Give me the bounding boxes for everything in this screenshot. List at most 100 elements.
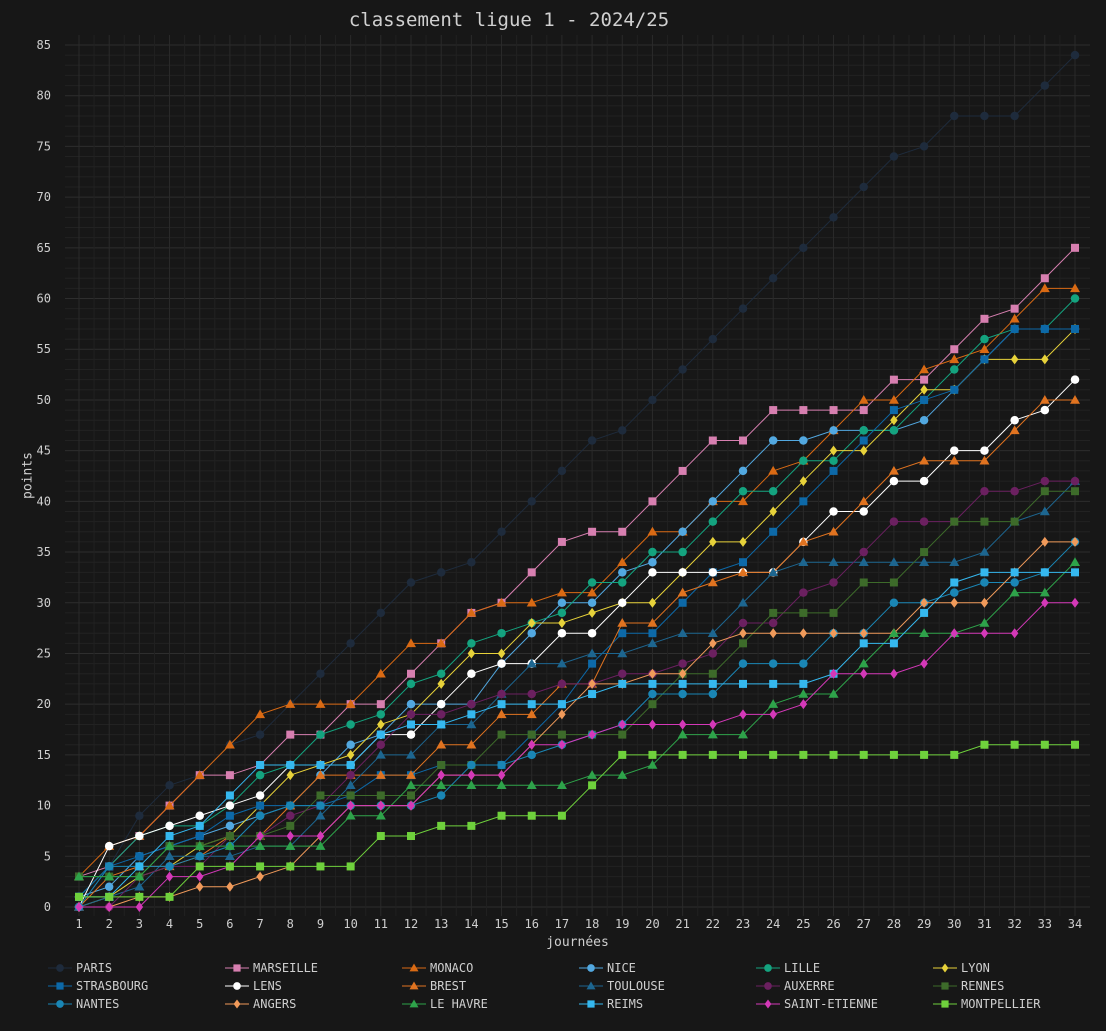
legend-label: LENS: [253, 979, 282, 993]
data-point-lyon: [799, 476, 808, 487]
data-point-monaco: [1070, 283, 1080, 293]
data-point-auxerre: [618, 669, 627, 679]
data-point-lille: [859, 426, 868, 435]
y-tick-label: 15: [37, 748, 51, 762]
data-point-nice: [829, 426, 838, 435]
data-point-montpellier: [889, 750, 898, 759]
data-point-lens: [829, 507, 838, 516]
data-point-angers: [588, 678, 596, 689]
data-point-le-havre: [134, 871, 145, 881]
legend-label: AUXERRE: [784, 979, 835, 993]
data-point-nice: [768, 436, 778, 445]
data-point-paris: [859, 182, 868, 192]
data-point-montpellier: [437, 821, 446, 830]
data-point-rennes: [980, 517, 989, 526]
data-point-lyon: [890, 415, 898, 426]
x-tick-label: 23: [736, 917, 750, 931]
data-point-nantes: [648, 689, 657, 699]
data-point-auxerre: [889, 517, 899, 526]
data-point-rennes: [376, 791, 385, 800]
series-line-rennes: [79, 490, 1075, 878]
data-point-le-havre: [345, 810, 356, 820]
data-point-nice: [225, 821, 235, 831]
legend-label: STRASBOURG: [76, 979, 149, 993]
data-point-auxerre: [768, 618, 778, 628]
data-point-reims: [286, 761, 295, 770]
data-point-nice: [406, 699, 416, 709]
data-point-lens: [859, 507, 868, 516]
data-point-lyon: [588, 607, 596, 618]
data-point-reims: [739, 679, 747, 688]
data-point-monaco: [979, 344, 990, 353]
data-point-lyon: [527, 618, 536, 629]
data-point-rennes: [407, 791, 415, 800]
series-line-marseille: [78, 247, 1076, 878]
data-point-montpellier: [588, 781, 597, 790]
data-point-brest: [738, 567, 748, 577]
data-point-lyon: [829, 445, 838, 456]
data-point-strasbourg: [799, 497, 808, 506]
data-point-paris: [980, 111, 989, 121]
data-point-paris: [889, 152, 899, 161]
data-point-marseille: [286, 730, 295, 739]
data-point-marseille: [527, 568, 536, 577]
data-point-le-havre: [496, 780, 507, 790]
data-point-reims: [165, 832, 174, 841]
data-point-montpellier: [859, 750, 868, 759]
x-tick-label: 3: [136, 917, 143, 931]
data-point-lille: [557, 608, 567, 618]
data-point-reims: [769, 679, 778, 688]
data-point-montpellier: [769, 750, 778, 759]
x-tick-label: 20: [645, 917, 659, 931]
data-point-reims: [437, 720, 446, 729]
data-point-monaco: [858, 394, 869, 404]
x-tick-label: 24: [766, 917, 780, 931]
data-point-toulouse: [466, 719, 477, 729]
y-tick-label: 80: [37, 89, 51, 103]
data-point-montpellier: [739, 750, 747, 759]
data-point-marseille: [588, 527, 597, 536]
chart-title: classement ligue 1 - 2024/25: [348, 9, 670, 31]
data-point-saint-etienne: [890, 668, 898, 679]
data-point-nantes: [316, 801, 325, 810]
legend-swatch-marker: [233, 999, 241, 1009]
data-point-montpellier: [467, 821, 476, 830]
data-point-le-havre: [587, 770, 598, 779]
data-point-toulouse: [406, 749, 416, 759]
data-point-saint-etienne: [1071, 597, 1079, 608]
data-point-lyon: [437, 678, 445, 689]
data-point-lyon: [286, 770, 295, 781]
data-point-montpellier: [708, 750, 717, 759]
series-line-reims: [79, 571, 1075, 898]
data-point-montpellier: [316, 862, 325, 871]
data-point-paris: [950, 111, 959, 121]
data-point-toulouse: [949, 557, 960, 566]
legend-swatch: [402, 999, 426, 1008]
data-point-montpellier: [256, 862, 265, 871]
data-point-monaco: [919, 364, 930, 374]
data-point-nantes: [950, 588, 959, 597]
x-tick-label: 26: [826, 917, 840, 931]
data-point-nantes: [255, 811, 265, 820]
series-saint-etienne: [75, 597, 1079, 912]
data-point-montpellier: [799, 750, 808, 759]
data-point-le-havre: [285, 841, 296, 850]
data-point-paris: [799, 243, 808, 253]
data-point-paris: [467, 557, 476, 567]
x-tick-label: 19: [615, 917, 629, 931]
data-point-rennes: [346, 791, 355, 800]
data-point-nantes: [708, 689, 718, 699]
legend-swatch: [756, 999, 780, 1009]
data-point-nice: [708, 497, 718, 506]
legend-swatch-marker: [941, 963, 949, 973]
series-line-paris: [78, 54, 1076, 898]
data-point-lyon: [558, 618, 566, 629]
data-point-toulouse: [888, 557, 899, 566]
legend-label: LILLE: [784, 961, 821, 975]
data-point-lyon: [377, 719, 385, 730]
data-point-angers: [920, 597, 928, 608]
data-point-lille: [618, 578, 627, 587]
data-point-strasbourg: [889, 406, 898, 415]
data-point-paris: [497, 527, 506, 537]
data-point-marseille: [225, 771, 234, 780]
